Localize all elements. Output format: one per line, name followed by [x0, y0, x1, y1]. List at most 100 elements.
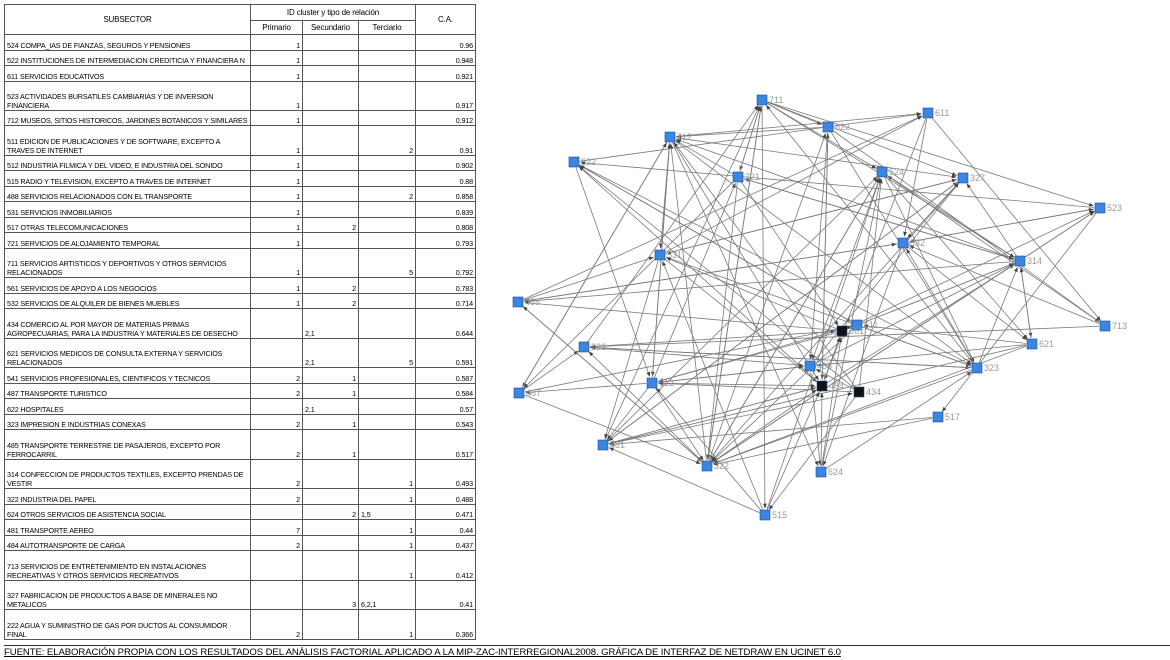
table-cell	[358, 49, 416, 66]
edge	[524, 325, 851, 393]
table-cell: 6,2,1	[358, 579, 416, 611]
table-cell: 1	[358, 550, 416, 581]
node	[701, 460, 713, 472]
node	[822, 121, 834, 133]
node-label: 711	[769, 95, 783, 105]
node-label: 484	[829, 381, 844, 391]
edge	[847, 263, 1014, 330]
table-cell: 721 SERVICIOS DE ALOJAMIENTO TEMPORAL	[4, 232, 251, 249]
table-cell: 1	[358, 519, 416, 536]
table-cell: 327 FABRICACION DE PRODUCTOS A BASE DE M…	[4, 579, 251, 611]
edge	[578, 166, 818, 383]
table-cell: 523 ACTIVIDADES BURSATILES CAMBIARIAS Y …	[4, 80, 251, 111]
edge	[711, 182, 960, 462]
table-cell: 1	[250, 80, 303, 111]
table-cell: 1	[250, 34, 303, 51]
edge	[665, 178, 957, 254]
table-row: 524 COMPA_IAS DE FIANZAS, SEGUROS Y PENS…	[4, 34, 476, 51]
table-cell: 2	[250, 413, 303, 431]
edge	[652, 143, 672, 378]
table-cell: 434 COMERCIO AL POR MAYOR DE MATERIAS PR…	[4, 308, 251, 339]
table-cell	[302, 232, 359, 249]
table-cell: 0.96	[415, 34, 476, 51]
table: SUBSECTOR ID cluster y tipo de relación C.…	[4, 4, 476, 640]
node	[759, 509, 771, 521]
table-cell: 1	[250, 154, 303, 172]
table-row: 532 SERVICIOS DE ALQUILER DE BIENES MUEB…	[4, 292, 476, 310]
edge	[847, 210, 1095, 329]
node	[1099, 320, 1111, 332]
edge	[711, 211, 1095, 464]
table-cell	[358, 65, 416, 82]
edge	[907, 246, 1027, 340]
node	[664, 131, 676, 143]
table-row: 322 INDUSTRIA DEL PAPEL 2 1 0.488	[4, 488, 476, 505]
table-cell: 1	[250, 65, 303, 82]
table-cell: 487 TRANSPORTE TURISTICO	[4, 382, 251, 400]
edge	[767, 391, 820, 510]
node-label: 222	[591, 342, 606, 352]
node-label: 487	[526, 388, 541, 398]
table-cell: 2	[250, 609, 303, 640]
node-label: 434	[866, 387, 881, 397]
table-cell: 2	[250, 534, 303, 552]
table-cell	[358, 382, 416, 400]
node-label: 314	[1027, 256, 1042, 266]
edge	[816, 344, 1027, 367]
table-cell: 0.591	[415, 337, 476, 369]
table-cell	[302, 201, 359, 218]
table-cell: 1	[250, 247, 303, 279]
table-row: 323 IMPRESION E INDUSTRIAS CONEXAS 2 1 0.54…	[4, 413, 476, 431]
table-row: 624 OTROS SERVICIOS DE ASISTENCIA SOCIAL…	[4, 503, 476, 521]
table-cell: 0.921	[415, 65, 476, 82]
edge	[706, 182, 738, 460]
edge	[608, 387, 816, 444]
edge	[815, 263, 1015, 364]
table-cell: 0.44	[415, 519, 476, 536]
edge	[588, 351, 703, 463]
node	[732, 171, 744, 183]
node-label: 523	[1107, 203, 1122, 213]
edge	[605, 105, 760, 440]
node-label: 713	[1112, 321, 1127, 331]
table-cell: 0.584	[415, 382, 476, 400]
node	[568, 156, 580, 168]
node-label: 622	[835, 122, 850, 132]
table-cell	[358, 429, 416, 460]
edge	[761, 105, 767, 509]
edge	[657, 365, 804, 383]
edge	[978, 267, 1018, 363]
edge	[672, 141, 819, 381]
node-label: 721	[745, 172, 760, 182]
table-cell: 5	[358, 247, 416, 279]
table-cell: 1	[250, 185, 303, 203]
edge	[741, 181, 839, 326]
table-cell: 512 INDUSTRIA FILMICA Y DEL VIDEO, E IND…	[4, 154, 251, 172]
table-cell	[358, 398, 416, 415]
edge	[590, 345, 972, 369]
table-cell	[302, 49, 359, 66]
edge	[656, 387, 762, 511]
header-cell: Secundario	[302, 20, 359, 35]
edge	[863, 324, 1027, 344]
header-cell: SUBSECTOR	[4, 4, 251, 35]
table-cell: 0.412	[415, 550, 476, 581]
node	[957, 172, 969, 184]
table-cell: 1	[250, 201, 303, 218]
header-cell: Terciario	[358, 20, 416, 35]
table-cell: 1	[250, 277, 303, 294]
table-cell	[250, 579, 303, 611]
node-label: 532	[910, 238, 925, 248]
edge	[523, 350, 579, 390]
table-cell	[302, 65, 359, 82]
table-cell: 1	[302, 367, 359, 384]
table-cell: 0.917	[415, 80, 476, 111]
table-cell: 3	[302, 579, 359, 611]
table-row: 481 TRANSPORTE AEREO 7 1 0.44	[4, 519, 476, 536]
node	[512, 296, 524, 308]
table-row: 515 RADIO Y TELEVISION, EXCEPTO A TRAVES…	[4, 170, 476, 187]
node	[932, 411, 944, 423]
edge	[675, 112, 922, 137]
table-cell	[358, 170, 416, 187]
edge	[664, 258, 817, 382]
